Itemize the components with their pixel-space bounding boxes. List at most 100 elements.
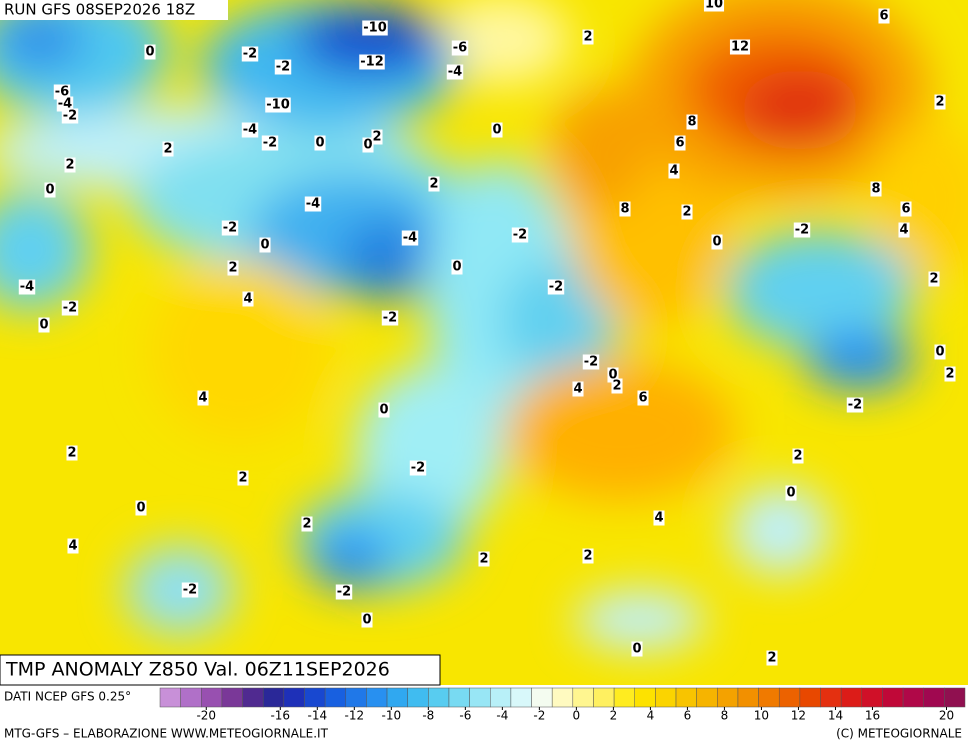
contour-label: -2 bbox=[63, 301, 77, 316]
label-bg bbox=[785, 485, 797, 501]
contour-label: 2 bbox=[583, 549, 592, 564]
contour-label: -4 bbox=[58, 97, 72, 112]
label-bg bbox=[846, 397, 864, 413]
contour-label: 0 bbox=[632, 642, 641, 657]
colorbar-swatch bbox=[861, 687, 883, 708]
footer-left: MTG-GFS – ELABORAZIONE WWW.METEOGIORNALE… bbox=[4, 727, 329, 741]
colorbar-swatch bbox=[820, 687, 842, 708]
contour-label: 10 bbox=[705, 0, 723, 12]
colorbar-tick-label: -6 bbox=[459, 709, 471, 723]
contour-label: 2 bbox=[945, 367, 954, 382]
contour-label: -2 bbox=[243, 47, 257, 62]
colorbar-swatch bbox=[490, 687, 512, 708]
contour-label: 2 bbox=[163, 142, 172, 157]
label-bg bbox=[681, 204, 693, 220]
contour-label: 8 bbox=[871, 182, 880, 197]
contour-label: 2 bbox=[65, 158, 74, 173]
label-bg bbox=[674, 135, 686, 151]
colorbar-swatch bbox=[324, 687, 347, 708]
contour-label: -12 bbox=[360, 55, 384, 70]
colorbar-swatch bbox=[345, 687, 367, 708]
label-bg bbox=[607, 367, 619, 383]
colorbar-swatch bbox=[242, 687, 264, 708]
label-bg bbox=[221, 220, 239, 236]
colorbar-swatch bbox=[758, 687, 780, 708]
colorbar-tick-label: -20 bbox=[196, 709, 216, 723]
run-label: RUN GFS 08SEP2026 18Z bbox=[4, 1, 195, 19]
label-bg bbox=[582, 548, 594, 564]
contour-label: 2 bbox=[228, 261, 237, 276]
colorbar-tick-label: 0 bbox=[573, 709, 581, 723]
colorbar-tick-label: -4 bbox=[496, 709, 508, 723]
label-bg bbox=[362, 137, 374, 153]
label-bg bbox=[944, 366, 956, 382]
label-bg bbox=[314, 135, 326, 151]
label-bg bbox=[511, 227, 529, 243]
label-bg bbox=[335, 584, 353, 600]
contour-label: -2 bbox=[513, 228, 527, 243]
title-box bbox=[0, 654, 441, 686]
contour-label: -6 bbox=[453, 41, 467, 56]
contour-label: -2 bbox=[383, 311, 397, 326]
label-bg bbox=[371, 129, 383, 145]
label-bg bbox=[729, 39, 751, 55]
label-bg bbox=[301, 516, 313, 532]
label-bg bbox=[793, 222, 811, 238]
contour-label: 6 bbox=[638, 391, 647, 406]
colorbar-swatch bbox=[902, 687, 924, 708]
label-bg bbox=[259, 237, 271, 253]
contour-label: 0 bbox=[608, 368, 617, 383]
colorbar-swatch bbox=[386, 687, 408, 708]
contour-label: -2 bbox=[63, 109, 77, 124]
label-bg bbox=[44, 182, 56, 198]
contour-label: -4 bbox=[243, 123, 257, 138]
label-bg bbox=[451, 40, 469, 56]
contour-label: 0 bbox=[379, 403, 388, 418]
label-bg bbox=[611, 378, 623, 394]
contour-label: -2 bbox=[263, 136, 277, 151]
contour-label: 2 bbox=[67, 446, 76, 461]
colorbar-tick-label: 12 bbox=[791, 709, 806, 723]
colorbar-tick-label: 16 bbox=[865, 709, 880, 723]
colorbar-tick-label: -2 bbox=[533, 709, 545, 723]
contour-label: 4 bbox=[669, 164, 678, 179]
colorbar-tick-label: 6 bbox=[684, 709, 692, 723]
colorbar-swatch bbox=[304, 687, 326, 708]
contour-label: 0 bbox=[452, 260, 461, 275]
colorbar-swatch bbox=[634, 687, 656, 708]
label-bg bbox=[792, 448, 804, 464]
contour-label: 0 bbox=[935, 345, 944, 360]
contour-label: -2 bbox=[795, 223, 809, 238]
label-bg bbox=[766, 650, 778, 666]
colorbar-swatch bbox=[428, 687, 450, 708]
run-box bbox=[0, 0, 228, 20]
contour-label: -4 bbox=[403, 231, 417, 246]
label-bg bbox=[878, 8, 890, 24]
colorbar-swatch bbox=[717, 687, 739, 708]
contour-label: -10 bbox=[266, 98, 290, 113]
colorbar-tick-label: 14 bbox=[828, 709, 843, 723]
label-bg bbox=[934, 94, 946, 110]
colorbar-swatch bbox=[655, 687, 677, 708]
label-bg bbox=[135, 500, 147, 516]
label-bg bbox=[304, 196, 322, 212]
colorbar-tick-label: 10 bbox=[754, 709, 769, 723]
label-bg bbox=[631, 641, 643, 657]
contour-label: 4 bbox=[198, 391, 207, 406]
contour-label: 0 bbox=[492, 123, 501, 138]
label-bg bbox=[898, 222, 910, 238]
contour-label: -4 bbox=[448, 65, 462, 80]
contour-label: 6 bbox=[675, 136, 684, 151]
colorbar-tick-label: -10 bbox=[382, 709, 402, 723]
label-bg bbox=[637, 390, 649, 406]
label-bg bbox=[934, 344, 946, 360]
label-bg bbox=[242, 291, 254, 307]
colorbar-swatch bbox=[572, 687, 594, 708]
label-bg bbox=[361, 612, 373, 628]
label-bg bbox=[572, 381, 584, 397]
colorbar-tick-label: -12 bbox=[345, 709, 365, 723]
colorbar-swatch bbox=[262, 687, 285, 708]
label-bg bbox=[378, 402, 390, 418]
label-bg bbox=[478, 551, 490, 567]
